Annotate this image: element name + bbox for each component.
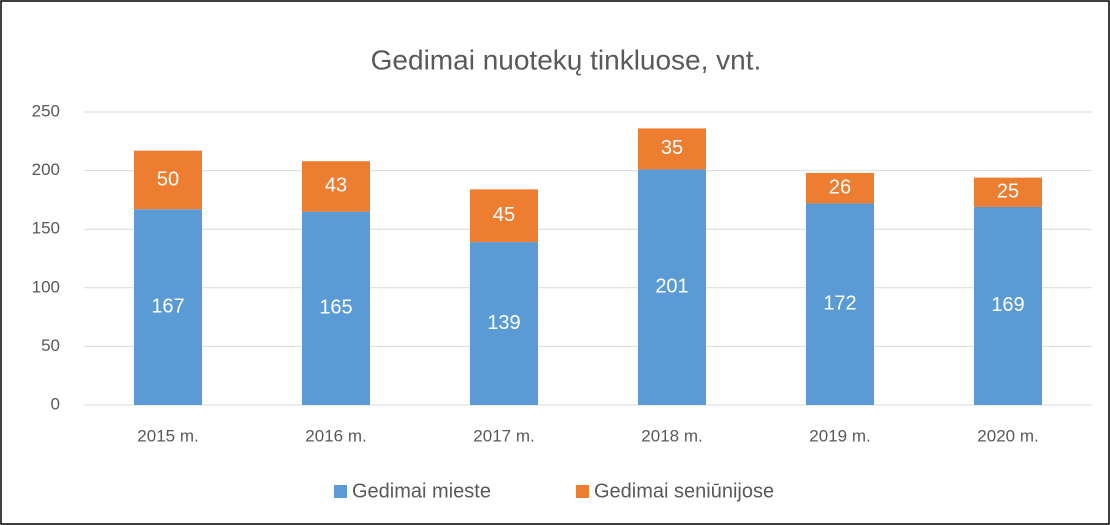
data-label: 172 (823, 292, 856, 314)
data-label: 139 (487, 312, 520, 334)
bar-segment (134, 209, 202, 405)
y-tick-label: 100 (32, 277, 60, 296)
data-label: 35 (661, 137, 683, 159)
data-label: 50 (157, 168, 179, 190)
bar-segment (302, 161, 370, 212)
y-tick-label: 0 (51, 394, 60, 413)
bar-segment (134, 150, 202, 210)
data-label: 201 (655, 275, 688, 297)
y-tick-label: 200 (32, 160, 60, 179)
bar-segment (638, 169, 706, 405)
x-tick-label: 2016 m. (305, 426, 366, 445)
bar-segment (974, 177, 1042, 207)
data-label: 43 (325, 175, 347, 197)
y-tick-label: 50 (41, 336, 60, 355)
data-label: 167 (151, 295, 184, 317)
bar-segment (974, 206, 1042, 405)
y-tick-label: 150 (32, 219, 60, 238)
data-label: 165 (319, 297, 352, 319)
x-tick-label: 2017 m. (473, 426, 534, 445)
data-label: 45 (493, 204, 515, 226)
x-tick-label: 2020 m. (977, 426, 1038, 445)
bar-segment (638, 128, 706, 170)
x-tick-label: 2015 m. (137, 426, 198, 445)
bar-segment (806, 203, 874, 405)
legend-swatch (334, 485, 347, 498)
bar-segment (806, 172, 874, 204)
data-label: 169 (991, 294, 1024, 316)
y-tick-label: 250 (32, 101, 60, 120)
data-label: 25 (997, 181, 1019, 203)
bar-segment (302, 211, 370, 405)
data-label: 26 (829, 176, 851, 198)
chart-title: Gedimai nuotekų tinkluose, vnt. (371, 44, 762, 75)
x-tick-label: 2018 m. (641, 426, 702, 445)
bar-segment (470, 189, 538, 243)
legend-swatch (576, 485, 589, 498)
legend-label: Gedimai seniūnijose (594, 480, 774, 502)
legend-label: Gedimai mieste (352, 480, 491, 502)
x-tick-label: 2019 m. (809, 426, 870, 445)
bar-segment (470, 242, 538, 405)
